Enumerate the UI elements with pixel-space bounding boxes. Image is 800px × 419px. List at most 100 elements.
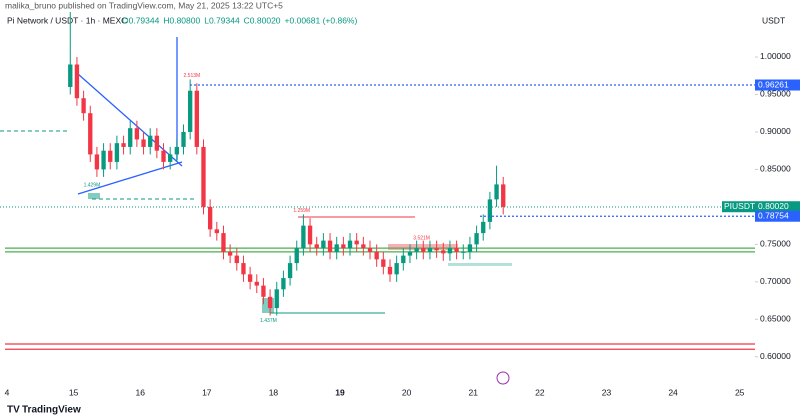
candle-body bbox=[261, 285, 266, 297]
candle-body bbox=[154, 135, 160, 151]
candle-body bbox=[148, 135, 153, 147]
price-tag bbox=[755, 210, 800, 222]
candle-body bbox=[254, 281, 259, 286]
candle-body bbox=[341, 244, 346, 249]
candle-body bbox=[214, 229, 219, 234]
candle-body bbox=[181, 131, 186, 147]
logo-mark: TV bbox=[7, 405, 20, 416]
annotation: 2.513M bbox=[184, 73, 201, 79]
ohlc-value: H0.80800 bbox=[163, 15, 200, 25]
candle-body bbox=[81, 98, 86, 114]
candle-body bbox=[194, 90, 199, 147]
candle-body bbox=[467, 244, 473, 252]
event-icon[interactable] bbox=[496, 371, 510, 385]
annotation: 1.437M bbox=[260, 318, 277, 324]
candle-body bbox=[174, 146, 180, 155]
candle-body bbox=[281, 278, 286, 290]
candle-body bbox=[454, 248, 459, 252]
zone bbox=[448, 263, 512, 266]
candle-body bbox=[108, 150, 113, 162]
candle-body bbox=[101, 150, 106, 170]
candle-body bbox=[414, 248, 419, 252]
candle-body bbox=[381, 259, 386, 267]
y-tick-label: 0.75000 bbox=[760, 239, 791, 249]
candle-body bbox=[501, 184, 506, 207]
annotation: 1.429M bbox=[84, 182, 101, 188]
price-tag bbox=[755, 79, 800, 91]
candle-body bbox=[481, 221, 486, 234]
publisher: malika_bruno published on TradingView.co… bbox=[5, 0, 283, 10]
y-tick-label: 0.60000 bbox=[760, 351, 791, 361]
candle-body bbox=[88, 113, 93, 155]
price-label: 0.78754 bbox=[758, 210, 789, 220]
candle-body bbox=[387, 266, 393, 275]
candle-body bbox=[461, 251, 466, 253]
candle-body bbox=[227, 251, 233, 256]
y-tick-label: 0.65000 bbox=[760, 314, 791, 324]
candle-body bbox=[421, 248, 426, 252]
candle-body bbox=[301, 225, 306, 249]
candle-body bbox=[114, 143, 120, 162]
y-tick-label: 0.95000 bbox=[760, 89, 791, 99]
candle-body bbox=[234, 255, 239, 264]
candle-body bbox=[347, 240, 353, 249]
ohlc-value: +0.00681 (+0.86%) bbox=[285, 15, 358, 25]
candle-body bbox=[267, 296, 273, 309]
candle-body bbox=[447, 248, 453, 254]
candle-body bbox=[354, 240, 359, 245]
ohlc-value: L0.79344 bbox=[204, 15, 240, 25]
annotation: 1.259M bbox=[293, 208, 310, 214]
candle-body bbox=[474, 233, 479, 245]
candle-body bbox=[427, 248, 433, 252]
candle-body bbox=[294, 248, 299, 264]
candle-body bbox=[401, 255, 406, 264]
candle-body bbox=[247, 274, 253, 282]
candle-body bbox=[134, 128, 140, 140]
candle-body bbox=[307, 225, 313, 245]
y-tick-label: 0.85000 bbox=[760, 164, 791, 174]
ohlc-value: C0.80020 bbox=[244, 15, 281, 25]
candle-body bbox=[361, 244, 366, 249]
candle-body bbox=[367, 248, 373, 252]
candle-body bbox=[221, 233, 226, 252]
candle-body bbox=[128, 128, 133, 147]
candle-body bbox=[68, 64, 73, 87]
axis-unit: USDT bbox=[762, 15, 785, 25]
candle-body bbox=[374, 251, 379, 260]
chart-title: Pi Network / USDT · 1h · MEXC bbox=[7, 15, 127, 25]
y-tick-label: 1.00000 bbox=[760, 51, 791, 61]
candle-body bbox=[121, 143, 126, 147]
candle-body bbox=[441, 250, 446, 254]
candle-body bbox=[207, 206, 213, 230]
candle-body bbox=[487, 199, 493, 222]
zone bbox=[88, 193, 100, 199]
candle-body bbox=[407, 251, 413, 256]
candle-body bbox=[394, 263, 399, 275]
candle-body bbox=[274, 289, 279, 309]
candle-body bbox=[494, 184, 499, 200]
candle-body bbox=[94, 154, 100, 170]
candle-body bbox=[74, 64, 80, 99]
price-label: 0.96261 bbox=[758, 79, 789, 89]
candle-body bbox=[188, 90, 193, 132]
candle-body bbox=[287, 263, 293, 279]
annotation: 3.521M bbox=[413, 236, 430, 242]
y-tick-label: 0.90000 bbox=[760, 126, 791, 136]
candle-body bbox=[327, 240, 333, 252]
candle-body bbox=[314, 244, 319, 249]
drawing bbox=[77, 161, 183, 195]
ohlc-value: O0.79344 bbox=[122, 15, 160, 25]
candle-body bbox=[434, 248, 439, 251]
candle-body bbox=[201, 146, 206, 207]
candle-body bbox=[161, 150, 166, 162]
candle-body bbox=[334, 244, 339, 252]
y-tick-label: 0.70000 bbox=[760, 276, 791, 286]
candle-body bbox=[321, 240, 326, 249]
footer: TradingView bbox=[22, 405, 81, 416]
candle-body bbox=[241, 263, 246, 275]
candle-body bbox=[168, 154, 173, 162]
candle-body bbox=[141, 139, 146, 147]
drawing bbox=[77, 73, 183, 167]
symbol-label: PIUSDT bbox=[724, 201, 755, 211]
